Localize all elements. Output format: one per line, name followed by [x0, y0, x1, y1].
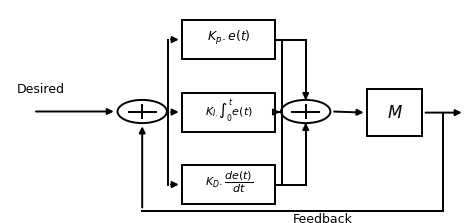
Text: $K_{I.}\int_0^t e(t)$: $K_{I.}\int_0^t e(t)$ — [205, 97, 253, 125]
Bar — [182, 20, 275, 59]
Bar — [182, 93, 275, 132]
Text: Feedback: Feedback — [292, 213, 352, 223]
Circle shape — [281, 100, 330, 123]
Text: M: M — [387, 104, 402, 122]
Bar — [367, 89, 422, 136]
Text: $K_D.\dfrac{de(t)}{dt}$: $K_D.\dfrac{de(t)}{dt}$ — [205, 169, 253, 195]
Circle shape — [118, 100, 167, 123]
Text: $K_{p}.e(t)$: $K_{p}.e(t)$ — [207, 29, 251, 47]
Text: Desired: Desired — [17, 83, 64, 96]
Bar — [182, 165, 275, 204]
